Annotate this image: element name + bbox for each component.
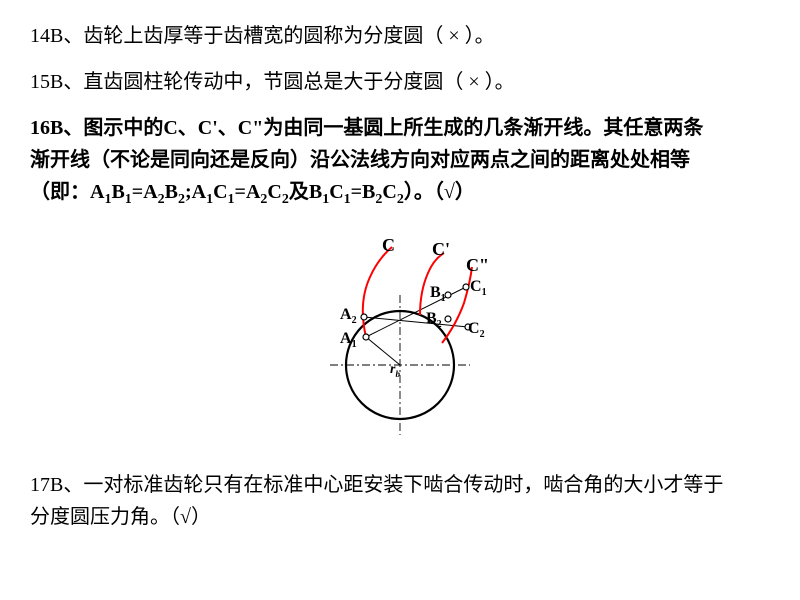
svg-text:C: C <box>382 235 395 255</box>
q17-line2: 分度圆压力角。（√） <box>30 506 211 528</box>
question-17: 17B、一对标准齿轮只有在标准中心距安装下啮合传动时，啮合角的大小才等于 分度圆… <box>30 469 770 533</box>
involute-svg: CC'C"A1A2B1B2C1C2rb <box>270 225 530 445</box>
svg-text:A2: A2 <box>340 306 357 326</box>
svg-text:C1: C1 <box>470 278 487 298</box>
q16-line3: （即：A1B1=A2B2;A1C1=A2C2及B1C1=B2C2）。（√） <box>30 181 475 203</box>
svg-text:C": C" <box>466 255 489 275</box>
svg-text:C': C' <box>432 239 450 259</box>
svg-text:C2: C2 <box>468 320 485 340</box>
question-16: 16B、图示中的C、C'、C"为由同一基圆上所生成的几条渐开线。其任意两条 渐开… <box>30 112 770 211</box>
q17-line1: 17B、一对标准齿轮只有在标准中心距安装下啮合传动时，啮合角的大小才等于 <box>30 474 723 496</box>
question-14-text: 14B、齿轮上齿厚等于齿槽宽的圆称为分度圆（ × ）。 <box>30 25 495 47</box>
q16-line2: 渐开线（不论是同向还是反向）沿公法线方向对应两点之间的距离处处相等 <box>30 149 690 171</box>
svg-text:B2: B2 <box>426 310 442 330</box>
question-14: 14B、齿轮上齿厚等于齿槽宽的圆称为分度圆（ × ）。 <box>30 20 770 52</box>
question-15-text: 15B、直齿圆柱轮传动中，节圆总是大于分度圆（ × ）。 <box>30 71 515 93</box>
question-15: 15B、直齿圆柱轮传动中，节圆总是大于分度圆（ × ）。 <box>30 66 770 98</box>
q16-line1: 16B、图示中的C、C'、C"为由同一基圆上所生成的几条渐开线。其任意两条 <box>30 117 703 139</box>
involute-diagram: CC'C"A1A2B1B2C1C2rb <box>30 225 770 455</box>
